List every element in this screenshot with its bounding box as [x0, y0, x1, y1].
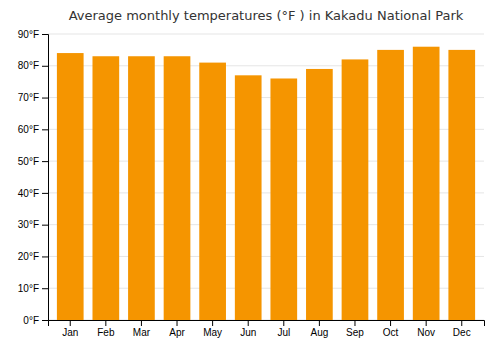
tick-mark: [70, 320, 71, 326]
bar: [413, 47, 440, 320]
x-tick: Dec: [453, 320, 471, 338]
chart: 0°F 10°F 20°F 30°F 40°F 50°F 60°F 70°F 80°F 90°F J…: [0, 0, 500, 350]
y-tick: 0°F: [23, 315, 48, 326]
tick-mark: [42, 225, 48, 226]
x-tick: Jun: [240, 320, 256, 338]
bar: [377, 50, 404, 320]
tick-mark: [283, 320, 284, 326]
tick-label: Sep: [346, 327, 364, 338]
y-tick: 40°F: [18, 188, 48, 199]
tick-mark: [42, 129, 48, 130]
tick-label: 0°F: [23, 315, 39, 326]
tick-mark: [177, 320, 178, 326]
tick-label: 40°F: [18, 188, 39, 199]
tick-mark: [42, 193, 48, 194]
tick-mark: [390, 320, 391, 326]
tick-mark: [354, 320, 355, 326]
y-tick: 20°F: [18, 251, 48, 262]
axis-domain: [42, 35, 49, 321]
tick-mark: [105, 320, 106, 326]
x-tick: Feb: [97, 320, 115, 338]
x-tick: Sep: [346, 320, 364, 338]
y-tick: 70°F: [18, 92, 48, 103]
bar: [342, 59, 369, 320]
tick-label: Jan: [62, 327, 78, 338]
y-axis: 0°F 10°F 20°F 30°F 40°F 50°F 60°F 70°F 80°F 90°F: [18, 29, 49, 326]
bar: [128, 56, 155, 320]
tick-label: Jul: [277, 327, 290, 338]
tick-mark: [42, 161, 48, 162]
x-axis: Jan Feb Mar Apr May Jun Jul Aug Sep Oct Nov Dec: [49, 320, 485, 338]
tick-mark: [461, 320, 462, 326]
bar: [270, 78, 297, 320]
tick-mark: [426, 320, 427, 326]
tick-label: 80°F: [18, 60, 39, 71]
tick-label: Nov: [417, 327, 435, 338]
tick-label: 20°F: [18, 251, 39, 262]
tick-label: Mar: [133, 327, 151, 338]
tick-label: Aug: [310, 327, 328, 338]
tick-label: 10°F: [18, 283, 39, 294]
axis-domain: [49, 321, 485, 327]
grid: [48, 34, 484, 320]
tick-label: 70°F: [18, 92, 39, 103]
bars: [57, 47, 475, 320]
tick-label: May: [203, 327, 222, 338]
tick-label: Dec: [453, 327, 471, 338]
bar: [448, 50, 475, 320]
x-tick: Nov: [417, 320, 435, 338]
x-tick: Aug: [310, 320, 328, 338]
x-tick: Apr: [169, 320, 185, 338]
tick-mark: [248, 320, 249, 326]
y-tick: 60°F: [18, 124, 48, 135]
tick-label: Feb: [97, 327, 115, 338]
tick-label: Jun: [240, 327, 256, 338]
tick-mark: [319, 320, 320, 326]
tick-label: 30°F: [18, 219, 39, 230]
x-tick: Oct: [383, 320, 399, 338]
tick-label: 90°F: [18, 29, 39, 40]
tick-label: Apr: [169, 327, 185, 338]
tick-mark: [42, 288, 48, 289]
tick-label: 50°F: [18, 156, 39, 167]
x-tick: Jul: [277, 320, 290, 338]
y-tick: 30°F: [18, 219, 48, 230]
bar: [306, 69, 333, 320]
x-tick: May: [203, 320, 222, 338]
tick-mark: [42, 256, 48, 257]
bar: [92, 56, 119, 320]
tick-mark: [42, 98, 48, 99]
tick-label: 60°F: [18, 124, 39, 135]
grid-line: [48, 34, 484, 35]
x-tick: Mar: [133, 320, 151, 338]
tick-label: Oct: [383, 327, 399, 338]
bar: [199, 63, 226, 320]
x-tick: Jan: [62, 320, 78, 338]
tick-mark: [141, 320, 142, 326]
y-tick: 10°F: [18, 283, 48, 294]
plot: 0°F 10°F 20°F 30°F 40°F 50°F 60°F 70°F 80°F 90°F J…: [18, 29, 485, 338]
tick-mark: [212, 320, 213, 326]
y-tick: 50°F: [18, 156, 48, 167]
y-tick: 80°F: [18, 60, 48, 71]
tick-mark: [42, 320, 48, 321]
bar: [57, 53, 84, 320]
tick-mark: [42, 66, 48, 67]
tick-mark: [42, 34, 48, 35]
bar: [235, 75, 262, 320]
y-tick: 90°F: [18, 29, 48, 40]
bar: [164, 56, 191, 320]
title: Average monthly temperatures (°F ) in Ka…: [69, 8, 464, 23]
